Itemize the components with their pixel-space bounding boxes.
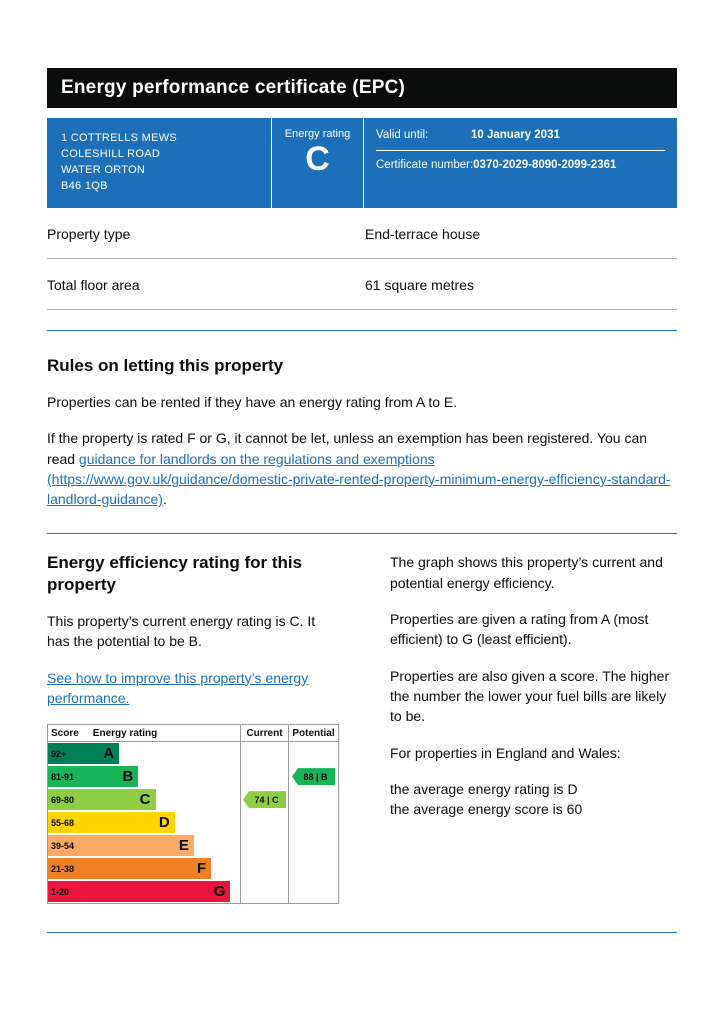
chart-header-left: Score Energy rating	[48, 725, 240, 741]
epc-band-row-e: 39-54 E	[48, 834, 338, 858]
band-bar: 55-68 D	[48, 812, 175, 834]
average-score-line: the average energy score is 60	[390, 801, 583, 818]
rules-paragraph-1: Properties can be rented if they have an…	[47, 394, 458, 410]
epc-band-row-d: 55-68 D	[48, 811, 338, 835]
score-column-header: Score	[51, 727, 79, 739]
band-bar: 1-20 G	[48, 881, 231, 903]
potential-cell	[288, 857, 338, 881]
band-letter: E	[178, 837, 189, 855]
band-letter: G	[213, 883, 226, 901]
rules-paragraph-2-end: .	[162, 491, 167, 508]
current-cell	[240, 857, 288, 881]
average-rating-line: the average energy rating is D	[390, 780, 578, 797]
band-letter: A	[103, 745, 115, 763]
potential-cell	[288, 788, 338, 812]
improve-link-wrap: See how to improve this property’s energ…	[47, 668, 340, 709]
band-letter: C	[139, 791, 151, 809]
band-bar: 39-54 E	[48, 835, 194, 857]
certificate-number-label: Certificate number:	[376, 159, 474, 171]
band-letter: F	[197, 860, 207, 878]
valid-until-row: Valid until: 10 January 2031	[376, 129, 665, 141]
certificate-number-value: 0370-2029-8090-2099-2361	[473, 159, 617, 171]
current-rating-arrow: 74 | C	[243, 791, 286, 809]
current-cell	[240, 834, 288, 858]
band-score: 55-68	[51, 817, 75, 828]
current-cell	[240, 742, 288, 766]
property-type-row: Property type End-terrace house	[47, 208, 677, 259]
band-bar: 21-38 F	[48, 858, 212, 880]
floor-area-row: Total floor area 61 square metres	[47, 259, 677, 310]
address-line: B46 1QB	[61, 179, 108, 192]
graph-explainer-2: Properties are given a rating from A (mo…	[390, 611, 649, 648]
energy-rating-value: C	[305, 140, 330, 178]
band-letter: D	[158, 814, 170, 832]
landlord-guidance-link[interactable]: guidance for landlords on the regulation…	[47, 450, 671, 508]
band-bar: 81-91 B	[48, 766, 139, 788]
epc-certificate-page: Energy performance certificate (EPC) 1 C…	[47, 68, 677, 934]
energy-rating-chart: Score Energy rating Current Potential 92…	[47, 724, 339, 905]
epc-band-row-g: 1-20 G	[48, 880, 338, 904]
chart-header-row: Score Energy rating Current Potential	[48, 725, 338, 743]
summary-banner: 1 COTTRELLS MEWS COLESHILL ROAD WATER OR…	[47, 118, 677, 208]
section-divider	[47, 329, 677, 331]
band-score: 1-20	[51, 886, 70, 897]
improve-performance-link[interactable]: See how to improve this property’s energ…	[47, 669, 309, 706]
rules-paragraph-2-text: If the property is rated F or G, it cann…	[47, 430, 648, 467]
section-divider	[47, 932, 677, 934]
energy-efficiency-section: Energy efficiency rating for this proper…	[47, 552, 677, 905]
floor-area-value: 61 square metres	[365, 276, 474, 293]
band-score: 81-91	[51, 771, 75, 782]
epc-band-row-a: 92+ A	[48, 742, 338, 766]
floor-area-label: Total floor area	[47, 276, 140, 293]
meta-divider	[376, 150, 665, 151]
address-line: WATER ORTON	[61, 163, 146, 176]
band-letter: B	[122, 768, 134, 786]
rating-heading: Energy efficiency rating for this proper…	[47, 553, 303, 594]
potential-cell	[288, 811, 338, 835]
graph-explainer-4: For properties in England and Wales:	[390, 744, 621, 761]
band-score: 69-80	[51, 794, 75, 805]
valid-until-label: Valid until:	[376, 129, 429, 141]
certificate-meta: Valid until: 10 January 2031 Certificate…	[364, 118, 677, 208]
epc-band-row-c: 69-80 C 74 | C	[48, 788, 338, 812]
potential-cell	[288, 880, 338, 904]
current-column-header: Current	[240, 725, 288, 742]
graph-explainer-1: The graph shows this property’s current …	[390, 554, 663, 591]
energy-rating-column-header: Energy rating	[92, 727, 158, 739]
graph-explainer-3: Properties are also given a score. The h…	[390, 667, 670, 725]
potential-cell	[288, 834, 338, 858]
rules-paragraph-2: If the property is rated F or G, it cann…	[47, 428, 677, 509]
rating-left-column: Energy efficiency rating for this proper…	[47, 552, 340, 905]
potential-rating-arrow: 88 | B	[292, 768, 335, 786]
band-score: 39-54	[51, 840, 75, 851]
property-address: 1 COTTRELLS MEWS COLESHILL ROAD WATER OR…	[47, 118, 272, 208]
epc-band-row-b: 81-91 B 88 | B	[48, 765, 338, 789]
certificate-number-row: Certificate number: 0370-2029-8090-2099-…	[376, 159, 665, 171]
potential-column-header: Potential	[288, 725, 338, 742]
band-bar: 69-80 C	[48, 789, 156, 811]
band-bar: 92+ A	[48, 743, 120, 765]
current-cell: 74 | C	[240, 788, 288, 812]
band-score: 21-38	[51, 863, 75, 874]
rules-heading: Rules on letting this property	[47, 355, 284, 375]
band-score: 92+	[51, 748, 67, 759]
address-line: 1 COTTRELLS MEWS	[61, 132, 178, 144]
potential-cell: 88 | B	[288, 765, 338, 789]
property-type-label: Property type	[47, 225, 131, 242]
energy-rating-box: Energy rating C	[272, 118, 364, 208]
address-line: COLESHILL ROAD	[61, 147, 161, 160]
energy-rating-label: Energy rating	[284, 128, 351, 140]
current-cell	[240, 765, 288, 789]
rating-right-column: The graph shows this property’s current …	[390, 552, 677, 904]
rating-summary-text: This property’s current energy rating is…	[47, 612, 316, 650]
valid-until-value: 10 January 2031	[471, 129, 560, 141]
epc-band-row-f: 21-38 F	[48, 857, 338, 881]
property-type-value: End-terrace house	[365, 225, 481, 242]
current-cell	[240, 880, 288, 904]
current-cell	[240, 811, 288, 835]
certificate-title: Energy performance certificate (EPC)	[47, 68, 677, 108]
section-divider	[47, 533, 677, 535]
rules-section: Rules on letting this property Propertie…	[47, 355, 677, 510]
potential-cell	[288, 742, 338, 766]
